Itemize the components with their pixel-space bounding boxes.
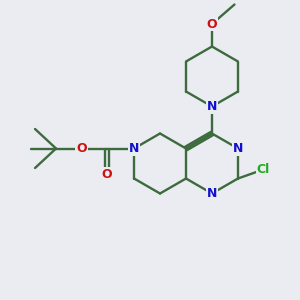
Text: N: N [207, 187, 217, 200]
Text: O: O [207, 17, 217, 31]
Text: N: N [129, 142, 139, 155]
Text: Cl: Cl [257, 163, 270, 176]
Text: N: N [207, 100, 217, 113]
Text: N: N [233, 142, 243, 155]
Text: O: O [102, 167, 112, 181]
Text: O: O [76, 142, 87, 155]
